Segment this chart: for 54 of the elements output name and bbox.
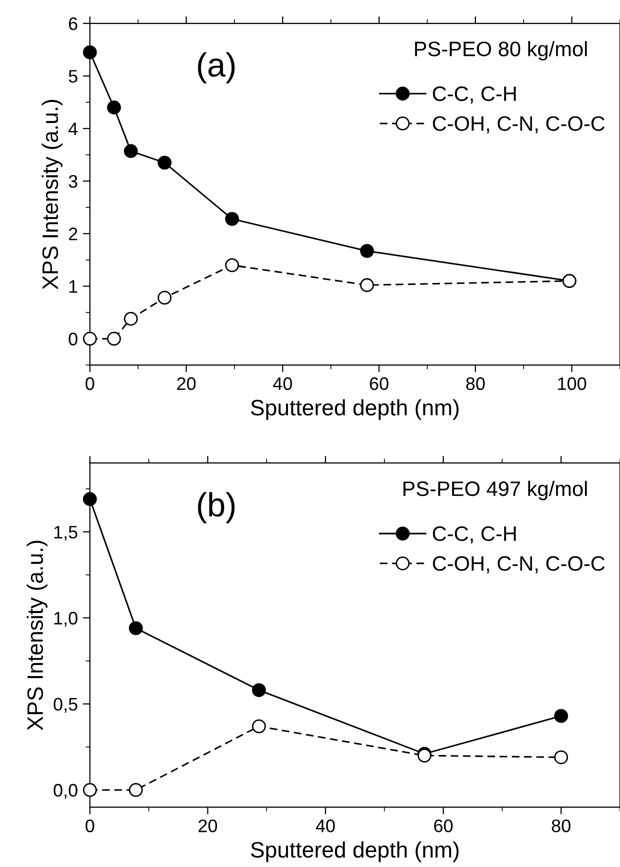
point — [128, 783, 143, 797]
point — [225, 258, 240, 272]
x-tick-label: 0 — [86, 377, 94, 390]
point — [82, 45, 97, 60]
y-tick-label: 6 — [68, 17, 78, 30]
y-tick-label: 0 — [68, 332, 78, 346]
x-tick-label: 40 — [273, 377, 292, 390]
point — [225, 212, 240, 226]
y-tick-label: 0,0 — [54, 784, 78, 799]
point — [360, 244, 374, 258]
y-tick-label: 3 — [68, 175, 78, 188]
x-tick-label: 20 — [177, 377, 196, 390]
x-tick-label: 100 — [558, 377, 586, 390]
legend-label: C-OH, C-N, C-O-C — [432, 116, 605, 134]
point — [128, 621, 143, 636]
x-tick-label: 20 — [198, 819, 218, 832]
x-tick-label: 60 — [434, 819, 453, 832]
point — [554, 750, 568, 764]
point — [107, 100, 121, 114]
x-axis-title: Sputtered depth (nm) — [250, 399, 459, 420]
y-tick-label: 2 — [68, 228, 78, 240]
point — [158, 156, 172, 170]
legend-label: C-C, C-H — [432, 526, 516, 544]
point — [82, 783, 97, 797]
y-tick-label: 1,0 — [54, 612, 78, 627]
legend-label: C-OH, C-N, C-O-C — [432, 556, 605, 574]
annotation: (b) — [198, 492, 235, 524]
x-tick-label: 0 — [86, 819, 94, 832]
x-axis-title: Sputtered depth (nm) — [250, 841, 459, 862]
point — [360, 278, 374, 292]
x-tick-label: 60 — [370, 377, 388, 390]
y-tick-label: 5 — [68, 70, 78, 83]
y-tick-label: 0,5 — [54, 698, 78, 713]
annotation: (a) — [198, 52, 235, 84]
point — [124, 312, 138, 326]
annotation: PS-PEO 497 kg/mol — [403, 480, 587, 500]
x-tick-label: 40 — [316, 819, 335, 832]
point — [554, 709, 568, 723]
y-tick-label: 4 — [68, 122, 78, 136]
point — [82, 492, 97, 506]
y-axis-title: XPS Intensity (a.u.) — [42, 100, 62, 290]
x-tick-label: 80 — [466, 377, 485, 390]
point — [252, 719, 266, 734]
point — [252, 683, 266, 698]
y-axis-title: XPS Intensity (a.u.) — [26, 540, 48, 730]
legend-label: C-C, C-H — [432, 86, 516, 104]
point — [82, 332, 97, 346]
x-tick-label: 80 — [552, 819, 570, 832]
y-tick-label: 1,5 — [54, 526, 78, 541]
annotation: PS-PEO 80 kg/mol — [415, 41, 587, 60]
point — [107, 332, 121, 346]
y-tick-label: 1 — [69, 280, 78, 293]
point — [124, 144, 138, 158]
point — [158, 290, 172, 305]
